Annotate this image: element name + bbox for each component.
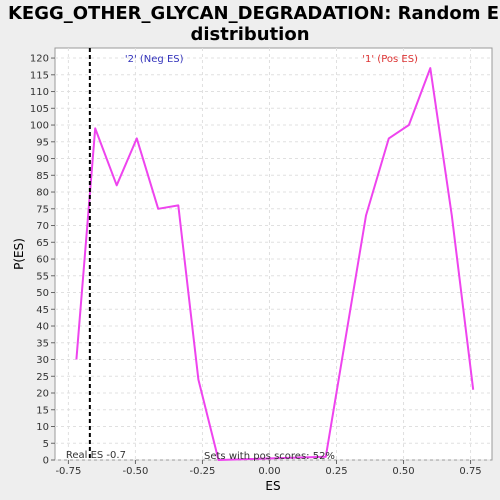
- chart-annotation: '2' (Neg ES): [125, 54, 184, 65]
- y-tick-label: 80: [36, 188, 49, 199]
- y-tick-label: 60: [36, 255, 49, 266]
- y-tick-label: 50: [36, 288, 49, 299]
- y-tick-label: 75: [36, 204, 49, 215]
- x-tick-label: 0.75: [459, 466, 481, 477]
- chart-annotation: '1' (Pos ES): [362, 54, 418, 65]
- y-tick-label: 5: [43, 439, 49, 450]
- y-tick-label: 105: [30, 104, 49, 115]
- y-axis-ticks: 0 5 10 15 20 25 30 35 40 45 50 55 60 65 70 75 80 85 90 95 10…: [30, 54, 55, 467]
- y-tick-label: 55: [36, 271, 49, 282]
- y-tick-label: 15: [36, 405, 49, 416]
- y-tick-label: 90: [36, 154, 49, 165]
- y-tick-label: 110: [30, 87, 49, 98]
- y-tick-label: 120: [30, 54, 49, 65]
- x-tick-label: -0.50: [122, 466, 148, 477]
- y-tick-label: 95: [36, 137, 49, 148]
- y-tick-label: 70: [36, 221, 49, 232]
- y-tick-label: 25: [36, 372, 49, 383]
- chart-title-line1: KEGG_OTHER_GLYCAN_DEGRADATION: Random ES: [8, 3, 500, 24]
- x-axis-label: ES: [265, 479, 280, 493]
- y-axis-label: P(ES): [12, 238, 26, 270]
- y-tick-label: 45: [36, 305, 49, 316]
- real-es-label: Real ES -0.7: [66, 450, 126, 461]
- y-tick-label: 30: [36, 355, 49, 366]
- y-tick-label: 85: [36, 171, 49, 182]
- y-tick-label: 10: [36, 422, 49, 433]
- x-axis-ticks: -0.75 -0.50 -0.25 0.00 0.25 0.50 0.75: [55, 460, 481, 477]
- y-tick-label: 100: [30, 121, 49, 132]
- chart-title-line2: distribution: [190, 24, 309, 45]
- plot-area: [55, 48, 492, 460]
- y-tick-label: 40: [36, 322, 49, 333]
- x-tick-label: 0.00: [258, 466, 280, 477]
- y-tick-label: 65: [36, 238, 49, 249]
- y-tick-label: 115: [30, 70, 49, 81]
- x-tick-label: -0.25: [190, 466, 216, 477]
- x-tick-label: -0.75: [55, 466, 81, 477]
- x-tick-label: 0.25: [325, 466, 347, 477]
- y-tick-label: 20: [36, 389, 49, 400]
- x-tick-label: 0.50: [392, 466, 414, 477]
- y-tick-label: 35: [36, 338, 49, 349]
- chart-annotation: Sets with pos scores: 52%: [204, 451, 335, 462]
- y-tick-label: 0: [43, 456, 49, 467]
